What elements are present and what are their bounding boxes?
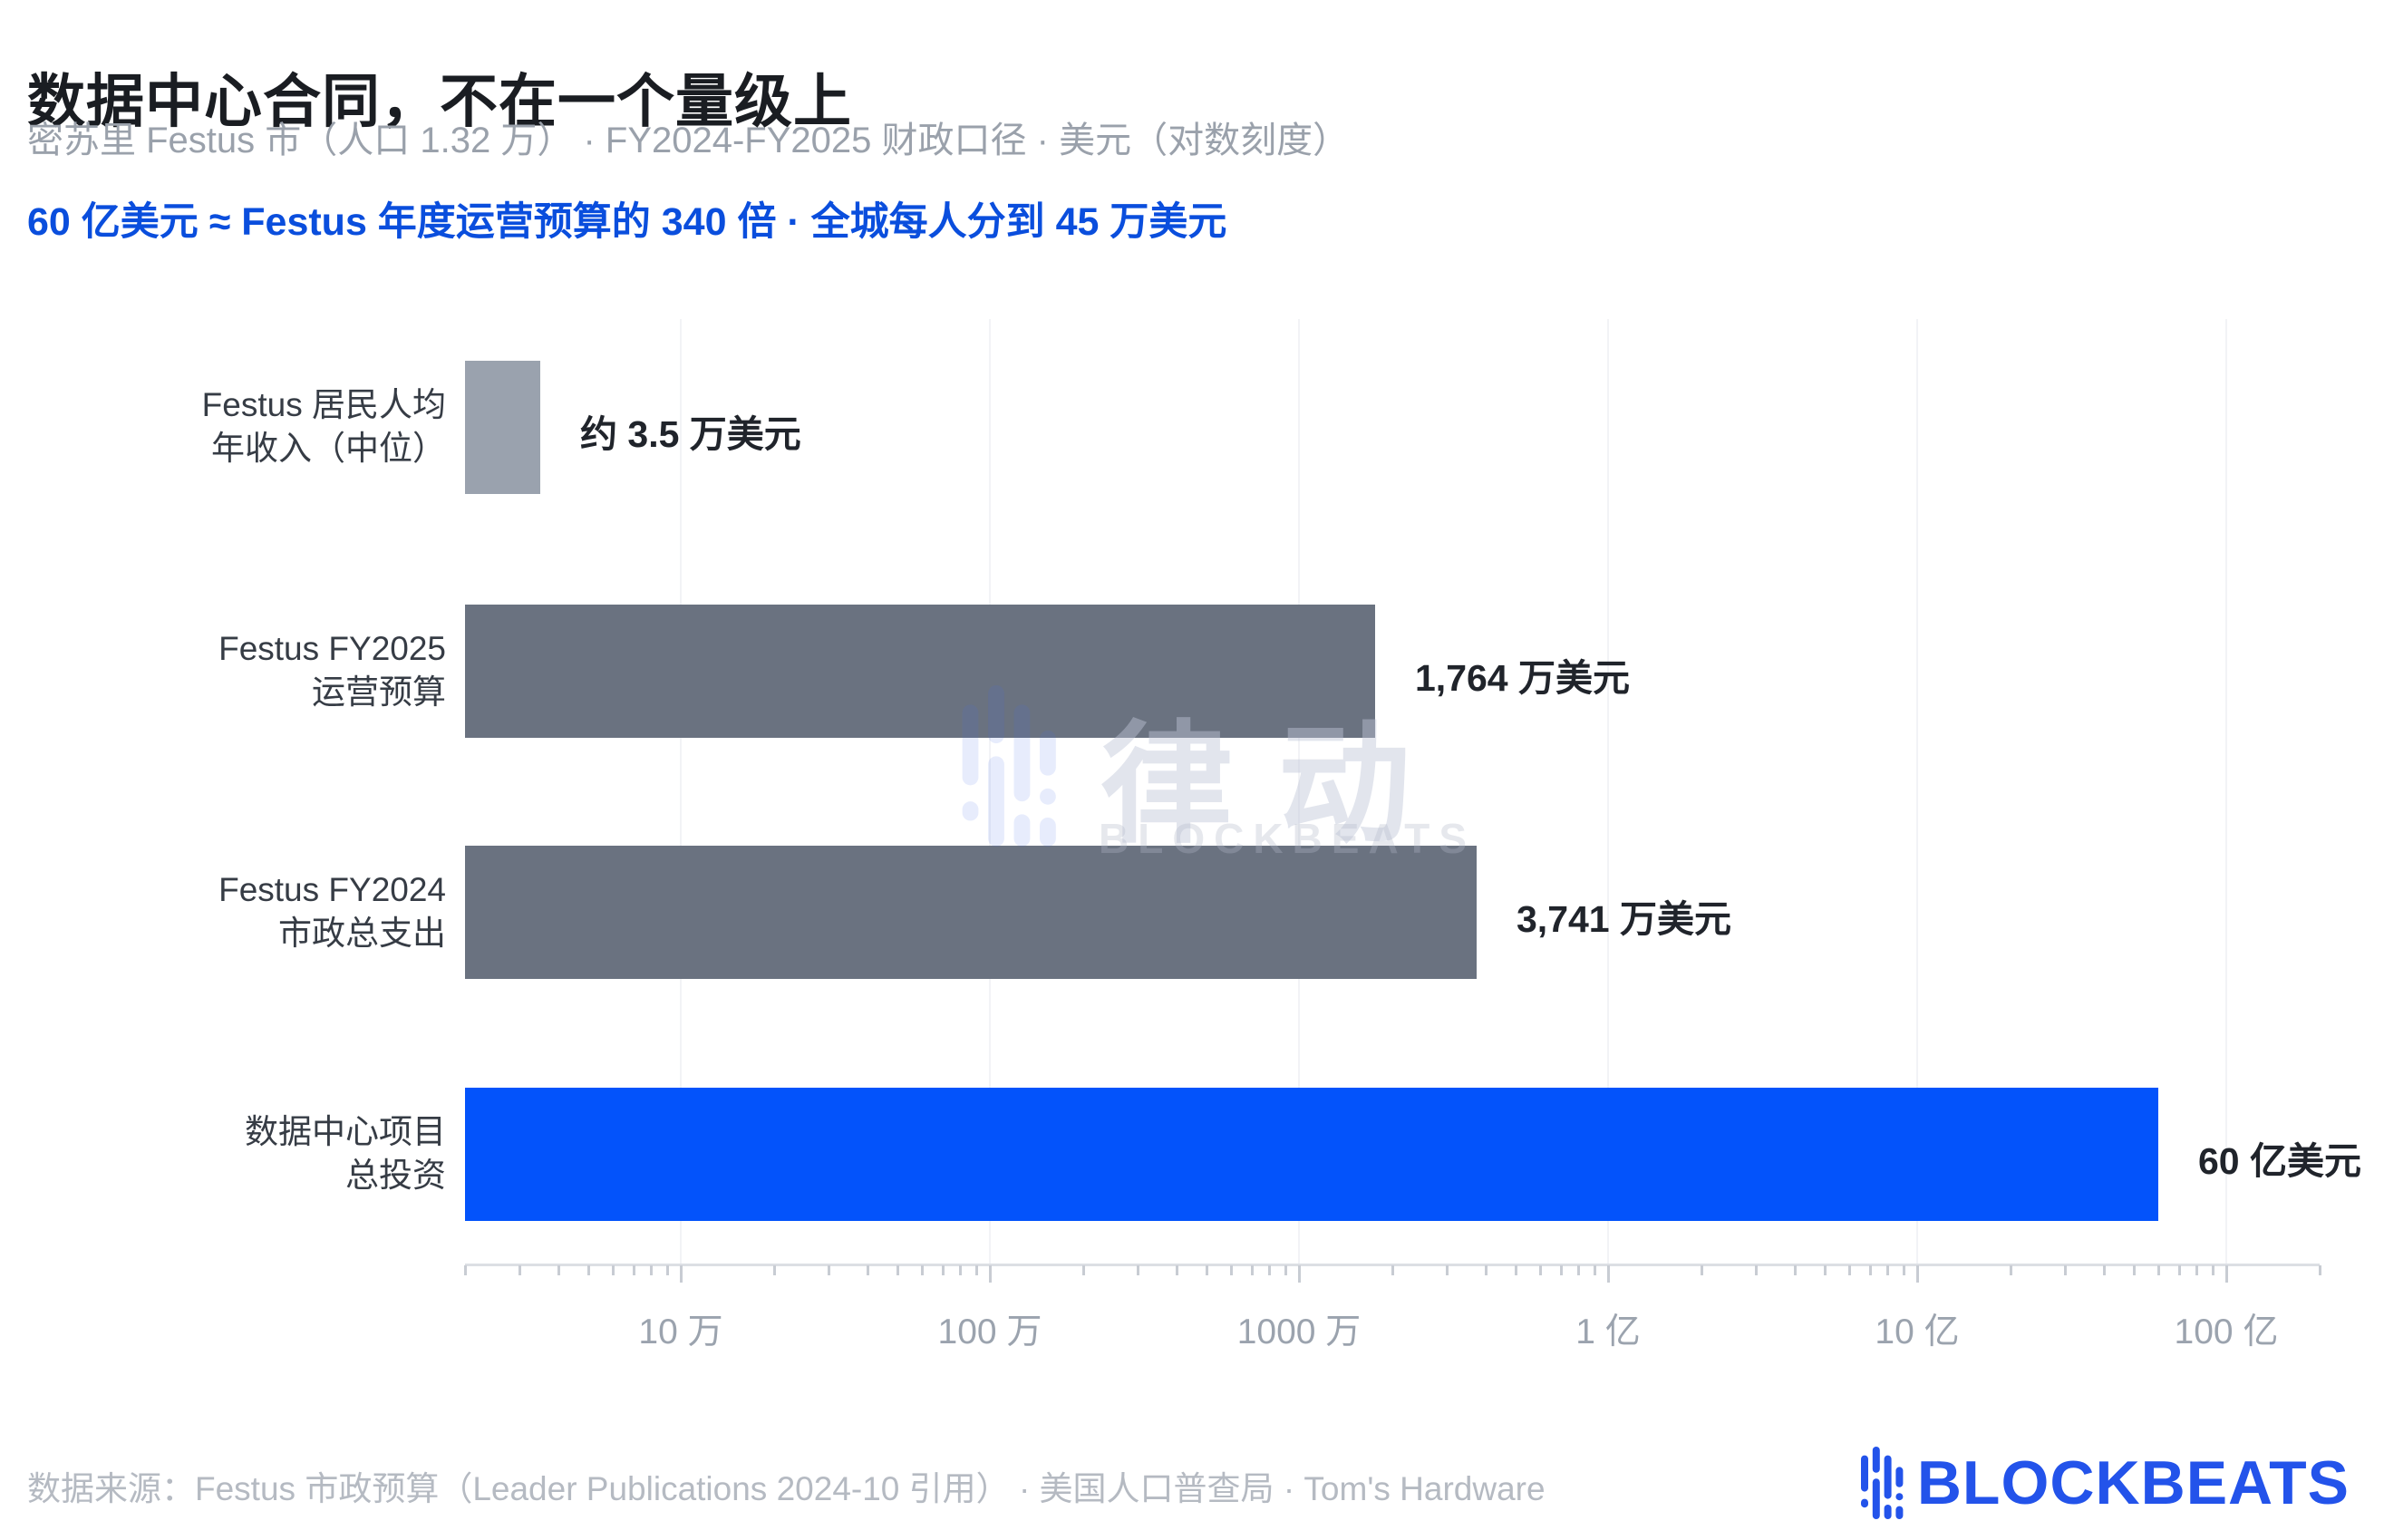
gridline (2225, 319, 2228, 1264)
axis-minor-tick (518, 1265, 521, 1275)
bar-value-label: 1,764 万美元 (1415, 657, 1630, 699)
axis-minor-tick (633, 1265, 635, 1275)
axis-minor-tick (2064, 1265, 2067, 1275)
axis-minor-tick (1794, 1265, 1797, 1275)
axis-minor-tick (1176, 1265, 1178, 1275)
axis-tick-label: 1 亿 (1575, 1312, 1641, 1351)
axis-minor-tick (1869, 1265, 1872, 1275)
axis-major-tick (2225, 1265, 2228, 1283)
axis-tick-label: 10 亿 (1875, 1312, 1960, 1351)
axis-major-tick (680, 1265, 683, 1283)
gridline (680, 319, 683, 1264)
bar-label-line: Festus FY2024 (218, 871, 446, 908)
bar-label: Festus FY2025 运营预算 (27, 627, 446, 714)
axis-minor-tick (1284, 1265, 1287, 1275)
axis-minor-tick (1515, 1265, 1517, 1275)
axis-major-tick (1916, 1265, 1919, 1283)
chart-subtitle: 密苏里 Festus 市（人口 1.32 万） · FY2024-FY2025 … (27, 121, 1350, 160)
axis-minor-tick (2133, 1265, 2136, 1275)
axis-minor-tick (975, 1265, 978, 1275)
axis-tick-label: 10 万 (638, 1312, 723, 1351)
chart-highlight-note: 60 亿美元 ≈ Festus 年度运营预算的 340 倍 · 全城每人分到 4… (27, 200, 1227, 244)
data-source-text: 数据来源：Festus 市政预算（Leader Publications 202… (27, 1470, 1546, 1507)
axis-minor-tick (2178, 1265, 2181, 1275)
axis-minor-tick (1848, 1265, 1851, 1275)
bar-value-label: 约 3.5 万美元 (580, 413, 801, 455)
axis-minor-tick (896, 1265, 899, 1275)
axis-minor-tick (1594, 1265, 1596, 1275)
axis-minor-tick (2319, 1265, 2321, 1275)
axis-minor-tick (1701, 1265, 1703, 1275)
axis-minor-tick (1268, 1265, 1271, 1275)
axis-minor-tick (959, 1265, 962, 1275)
bar-value-label: 60 亿美元 (2198, 1140, 2361, 1182)
axis-minor-tick (2212, 1265, 2214, 1275)
axis-minor-tick (1485, 1265, 1488, 1275)
axis-minor-tick (557, 1265, 560, 1275)
axis-tick-label: 100 亿 (2174, 1312, 2279, 1351)
gridline (989, 319, 992, 1264)
bar-label-line: Festus 居民人均 (201, 386, 446, 423)
gridline (1298, 319, 1301, 1264)
axis-minor-tick (1446, 1265, 1449, 1275)
axis-minor-tick (1539, 1265, 1542, 1275)
axis-major-tick (1607, 1265, 1610, 1283)
axis-minor-tick (1824, 1265, 1827, 1275)
axis-minor-tick (1755, 1265, 1758, 1275)
axis-minor-tick (650, 1265, 653, 1275)
bar-value-label: 3,741 万美元 (1517, 898, 1731, 940)
x-axis-line (465, 1264, 2320, 1266)
axis-minor-tick (464, 1265, 467, 1275)
axis-minor-tick (1886, 1265, 1889, 1275)
axis-minor-tick (1560, 1265, 1563, 1275)
axis-minor-tick (867, 1265, 869, 1275)
axis-minor-tick (942, 1265, 945, 1275)
axis-minor-tick (1391, 1265, 1394, 1275)
bar (465, 1087, 2158, 1221)
axis-minor-tick (1577, 1265, 1580, 1275)
axis-minor-tick (612, 1265, 615, 1275)
axis-major-tick (1298, 1265, 1301, 1283)
bar-label: Festus FY2024 市政总支出 (27, 868, 446, 955)
bar-label: 数据中心项目总投资 (27, 1110, 446, 1197)
axis-minor-tick (828, 1265, 830, 1275)
bar-label-line: 市政总支出 (278, 915, 446, 952)
bar (465, 604, 1375, 738)
bar-label: Festus 居民人均年收入（中位） (27, 383, 446, 470)
axis-minor-tick (1230, 1265, 1233, 1275)
blockbeats-logo-icon (1860, 1447, 1904, 1519)
bar-label-line: Festus FY2025 (218, 630, 446, 667)
axis-minor-tick (773, 1265, 776, 1275)
axis-minor-tick (1082, 1265, 1085, 1275)
bar (465, 845, 1477, 979)
gridline (1607, 319, 1610, 1264)
bar-label-line: 运营预算 (312, 673, 446, 711)
axis-minor-tick (2010, 1265, 2012, 1275)
blockbeats-logo-text: BLOCKBEATS (1916, 1448, 2350, 1517)
gridline (1916, 319, 1919, 1264)
bar-label-line: 年收入（中位） (211, 430, 446, 467)
bar-label-line: 数据中心项目 (245, 1113, 446, 1150)
axis-minor-tick (1903, 1265, 1905, 1275)
bar-label-line: 总投资 (345, 1157, 446, 1194)
axis-minor-tick (2195, 1265, 2198, 1275)
axis-major-tick (989, 1265, 992, 1283)
axis-tick-label: 1000 万 (1236, 1312, 1362, 1351)
blockbeats-logo: BLOCKBEATS (1860, 1447, 2350, 1519)
axis-minor-tick (2103, 1265, 2106, 1275)
axis-minor-tick (1206, 1265, 1208, 1275)
axis-minor-tick (1137, 1265, 1139, 1275)
axis-minor-tick (666, 1265, 669, 1275)
axis-minor-tick (587, 1265, 590, 1275)
axis-minor-tick (1251, 1265, 1254, 1275)
chart-title: 数据中心合同，不在一个量级上 (27, 68, 852, 134)
axis-minor-tick (2157, 1265, 2160, 1275)
axis-minor-tick (921, 1265, 924, 1275)
axis-tick-label: 100 万 (937, 1312, 1042, 1351)
bar (465, 360, 540, 494)
